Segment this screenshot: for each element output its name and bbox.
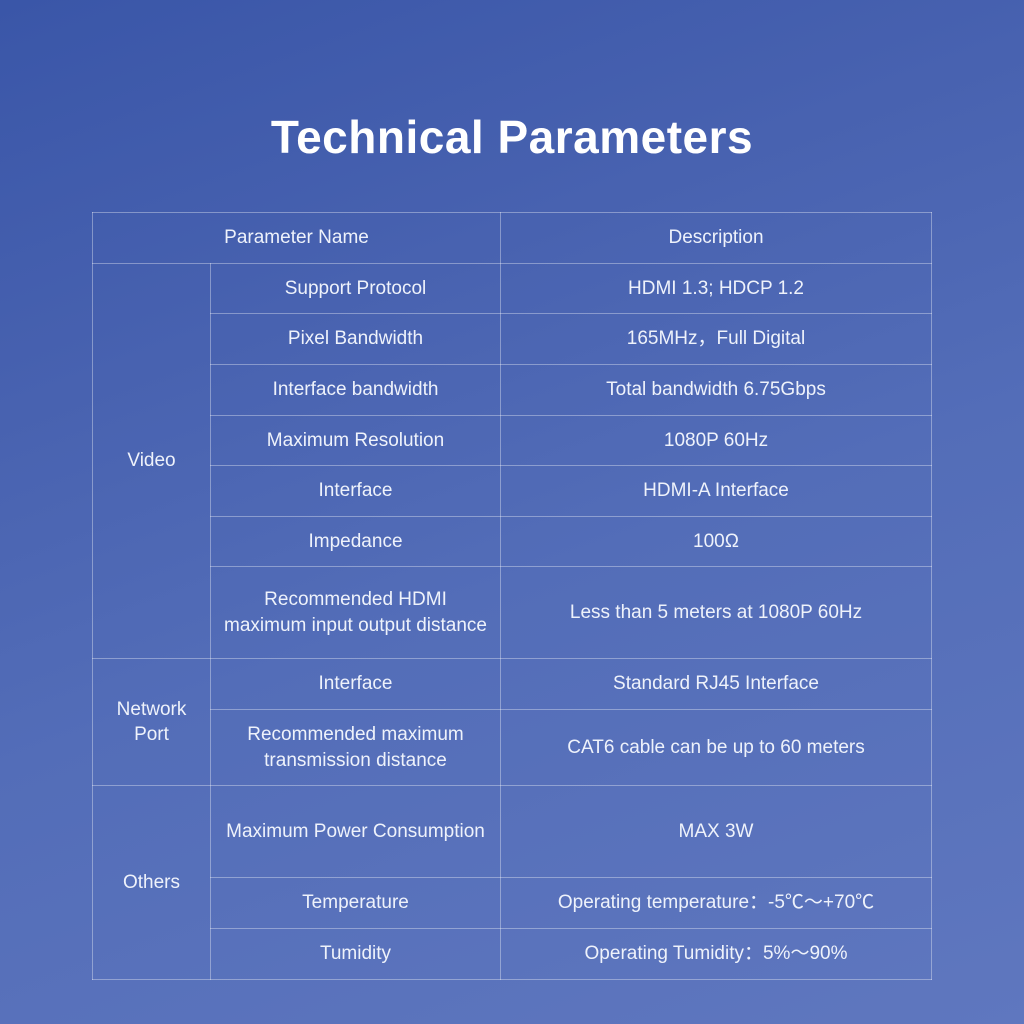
param-cell: Interface bandwidth xyxy=(211,364,501,415)
header-description: Description xyxy=(501,213,932,264)
spec-table-container: Parameter Name Description Video Support… xyxy=(92,212,932,980)
param-cell: Recommended maximum transmission distanc… xyxy=(211,710,501,786)
table-row: Maximum Resolution 1080P 60Hz xyxy=(93,415,932,466)
desc-cell: 100Ω xyxy=(501,516,932,567)
table-row: Others Maximum Power Consumption MAX 3W xyxy=(93,786,932,878)
desc-cell: Less than 5 meters at 1080P 60Hz xyxy=(501,567,932,659)
category-network-port: Network Port xyxy=(93,659,211,786)
param-cell: Temperature xyxy=(211,878,501,929)
desc-cell: 165MHz，Full Digital xyxy=(501,314,932,365)
header-parameter-name: Parameter Name xyxy=(93,213,501,264)
table-row: Tumidity Operating Tumidity：5%～90% xyxy=(93,929,932,980)
desc-cell: Operating Tumidity：5%～90% xyxy=(501,929,932,980)
table-row: Pixel Bandwidth 165MHz，Full Digital xyxy=(93,314,932,365)
category-others: Others xyxy=(93,786,211,979)
table-row: Network Port Interface Standard RJ45 Int… xyxy=(93,659,932,710)
desc-cell: Total bandwidth 6.75Gbps xyxy=(501,364,932,415)
param-cell: Interface xyxy=(211,466,501,517)
page-title: Technical Parameters xyxy=(271,110,753,164)
param-cell: Maximum Resolution xyxy=(211,415,501,466)
table-header-row: Parameter Name Description xyxy=(93,213,932,264)
desc-cell: 1080P 60Hz xyxy=(501,415,932,466)
table-row: Interface bandwidth Total bandwidth 6.75… xyxy=(93,364,932,415)
param-cell: Pixel Bandwidth xyxy=(211,314,501,365)
desc-cell: Standard RJ45 Interface xyxy=(501,659,932,710)
param-cell: Maximum Power Consumption xyxy=(211,786,501,878)
table-row: Recommended HDMI maximum input output di… xyxy=(93,567,932,659)
param-cell: Tumidity xyxy=(211,929,501,980)
table-row: Video Support Protocol HDMI 1.3; HDCP 1.… xyxy=(93,263,932,314)
desc-cell: HDMI-A Interface xyxy=(501,466,932,517)
table-row: Interface HDMI-A Interface xyxy=(93,466,932,517)
table-row: Recommended maximum transmission distanc… xyxy=(93,710,932,786)
param-cell: Recommended HDMI maximum input output di… xyxy=(211,567,501,659)
desc-cell: MAX 3W xyxy=(501,786,932,878)
table-row: Temperature Operating temperature：-5℃～+7… xyxy=(93,878,932,929)
desc-cell: Operating temperature：-5℃～+70℃ xyxy=(501,878,932,929)
desc-cell: HDMI 1.3; HDCP 1.2 xyxy=(501,263,932,314)
param-cell: Interface xyxy=(211,659,501,710)
param-cell: Support Protocol xyxy=(211,263,501,314)
category-video: Video xyxy=(93,263,211,659)
param-cell: Impedance xyxy=(211,516,501,567)
spec-table: Parameter Name Description Video Support… xyxy=(92,212,932,980)
table-row: Impedance 100Ω xyxy=(93,516,932,567)
desc-cell: CAT6 cable can be up to 60 meters xyxy=(501,710,932,786)
